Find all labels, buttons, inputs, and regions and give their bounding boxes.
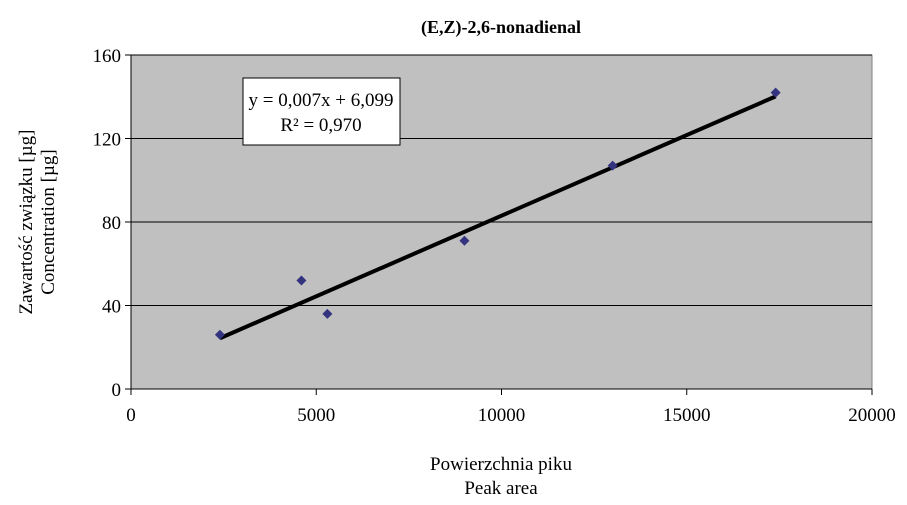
y-label-line: Zawartość związku [µg]	[16, 129, 37, 314]
point	[770, 87, 781, 98]
x-label-line: Powierzchnia piku	[430, 454, 572, 475]
y-axis-title: Zawartość związku [µg] Concentration [µg…	[16, 129, 59, 314]
annotation-line: R² = 0,970	[280, 115, 361, 136]
y-tick-label: 80	[102, 213, 121, 234]
x-tick-label: 5000	[297, 405, 335, 426]
annotation-box	[242, 77, 401, 146]
point	[607, 160, 618, 171]
x-tick-label: 0	[126, 405, 136, 426]
annotation-line: y = 0,007x + 6,099	[249, 90, 394, 111]
y-tick-label: 120	[93, 130, 122, 151]
chart-title: (E,Z)-2,6-nonadienal	[421, 17, 581, 38]
y-tick-label: 0	[112, 380, 122, 401]
x-tick-label: 10000	[478, 405, 526, 426]
y-label-line: Concentration [µg]	[38, 149, 59, 295]
x-tick-label: 15000	[663, 405, 711, 426]
x-label-line: Peak area	[464, 478, 538, 499]
point	[214, 329, 225, 340]
y-tick-label: 40	[102, 297, 121, 318]
point	[296, 275, 307, 286]
x-tick-label: 20000	[848, 405, 896, 426]
y-tick-label: 160	[93, 46, 122, 67]
point	[322, 308, 333, 319]
point	[459, 235, 470, 246]
trendline	[219, 94, 777, 341]
